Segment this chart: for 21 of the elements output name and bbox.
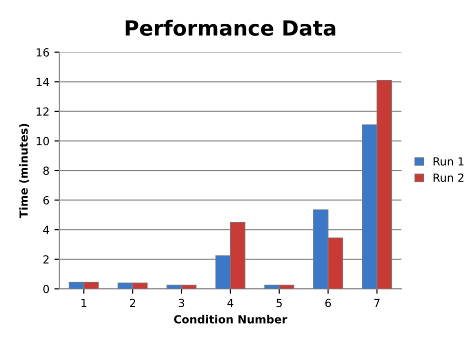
x-tick-label: 2 [130,298,136,308]
x-tick-label: 3 [178,298,184,308]
x-tick-label: 4 [227,298,234,308]
x-tick-label: 7 [374,298,380,308]
y-tick-label: 6 [43,196,49,204]
x-tick-label: 1 [81,298,86,308]
y-tick-label: 10 [36,136,49,146]
legend-label: Run 1 [434,157,464,166]
y-axis-title: Time (minutes) [19,124,30,218]
y-tick-label: 16 [36,48,49,57]
y-tick-label: 14 [36,78,50,86]
x-tick-label: 5 [276,298,282,308]
y-tick-label: 0 [43,284,49,294]
y-tick-label: 4 [43,226,50,234]
legend-label: Run 2 [434,173,464,182]
y-tick-label: 2 [43,255,49,264]
x-tick-label: 6 [325,298,331,308]
x-axis-title: Condition Number [174,314,288,324]
chart-title: Performance Data [126,20,336,36]
y-tick-label: 8 [43,166,49,175]
y-tick-label: 12 [36,107,49,116]
